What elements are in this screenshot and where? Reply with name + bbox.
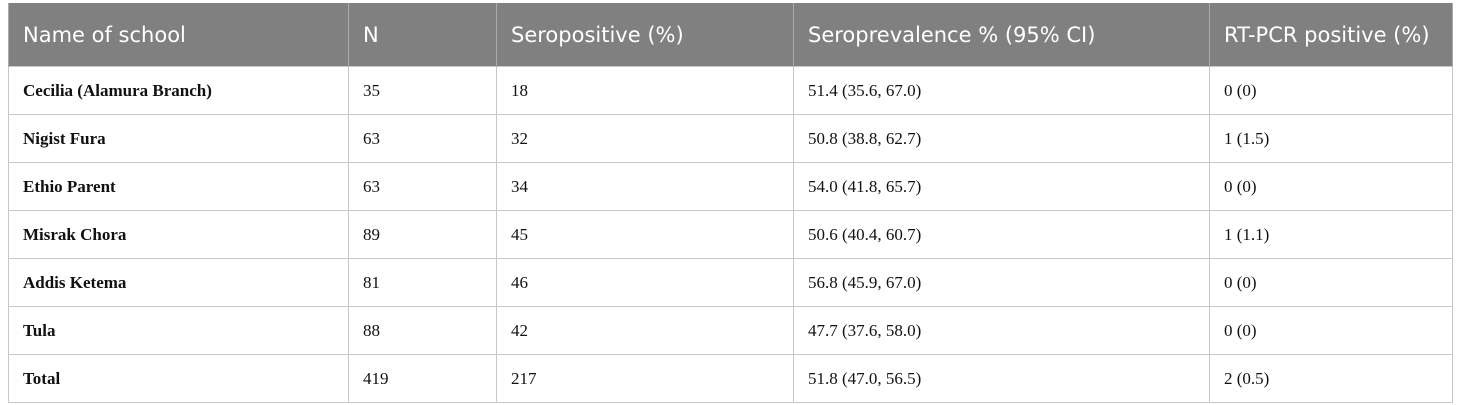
cell: 50.8 (38.8, 62.7): [793, 114, 1210, 163]
cell: 42: [496, 306, 794, 355]
header-row: Name of school N Seropositive (%) Seropreva…: [8, 3, 1453, 67]
table-row: Total 419 217 51.8 (47.0, 56.5) 2 (0.5): [8, 354, 1453, 403]
cell: 0 (0): [1209, 306, 1453, 355]
school-name: Misrak Chora: [8, 210, 349, 259]
table-row: Nigist Fura 63 32 50.8 (38.8, 62.7) 1 (1.5): [8, 114, 1453, 163]
cell: 51.8 (47.0, 56.5): [793, 354, 1210, 403]
cell: 56.8 (45.9, 67.0): [793, 258, 1210, 307]
school-name: Total: [8, 354, 349, 403]
cell: 51.4 (35.6, 67.0): [793, 66, 1210, 115]
cell: 63: [348, 114, 497, 163]
header-cell: RT-PCR positive (%): [1209, 3, 1453, 67]
cell: 81: [348, 258, 497, 307]
header-cell: Seroprevalence % (95% CI): [793, 3, 1210, 67]
cell: 47.7 (37.6, 58.0): [793, 306, 1210, 355]
school-name: Ethio Parent: [8, 162, 349, 211]
cell: 32: [496, 114, 794, 163]
school-name: Nigist Fura: [8, 114, 349, 163]
school-name: Tula: [8, 306, 349, 355]
cell: 2 (0.5): [1209, 354, 1453, 403]
table-row: Tula 88 42 47.7 (37.6, 58.0) 0 (0): [8, 306, 1453, 355]
cell: 45: [496, 210, 794, 259]
cell: 63: [348, 162, 497, 211]
cell: 1 (1.5): [1209, 114, 1453, 163]
school-name: Addis Ketema: [8, 258, 349, 307]
header-cell: Name of school: [8, 3, 349, 67]
school-name: Cecilia (Alamura Branch): [8, 66, 349, 115]
table-row: Cecilia (Alamura Branch) 35 18 51.4 (35.6, …: [8, 66, 1453, 115]
cell: 54.0 (41.8, 65.7): [793, 162, 1210, 211]
cell: 34: [496, 162, 794, 211]
cell: 88: [348, 306, 497, 355]
cell: 46: [496, 258, 794, 307]
data-table: Name of school N Seropositive (%) Seropreva…: [8, 3, 1453, 403]
table-row: Ethio Parent 63 34 54.0 (41.8, 65.7) 0 (0): [8, 162, 1453, 211]
cell: 18: [496, 66, 794, 115]
cell: 50.6 (40.4, 60.7): [793, 210, 1210, 259]
cell: 0 (0): [1209, 258, 1453, 307]
table-row: Addis Ketema 81 46 56.8 (45.9, 67.0) 0 (0): [8, 258, 1453, 307]
cell: 0 (0): [1209, 162, 1453, 211]
cell: 1 (1.1): [1209, 210, 1453, 259]
header-cell: Seropositive (%): [496, 3, 794, 67]
table-body: Cecilia (Alamura Branch) 35 18 51.4 (35.6, …: [8, 66, 1453, 403]
cell: 35: [348, 66, 497, 115]
header-cell: N: [348, 3, 497, 67]
cell: 89: [348, 210, 497, 259]
table-row: Misrak Chora 89 45 50.6 (40.4, 60.7) 1 (1.1): [8, 210, 1453, 259]
cell: 0 (0): [1209, 66, 1453, 115]
cell: 217: [496, 354, 794, 403]
cell: 419: [348, 354, 497, 403]
